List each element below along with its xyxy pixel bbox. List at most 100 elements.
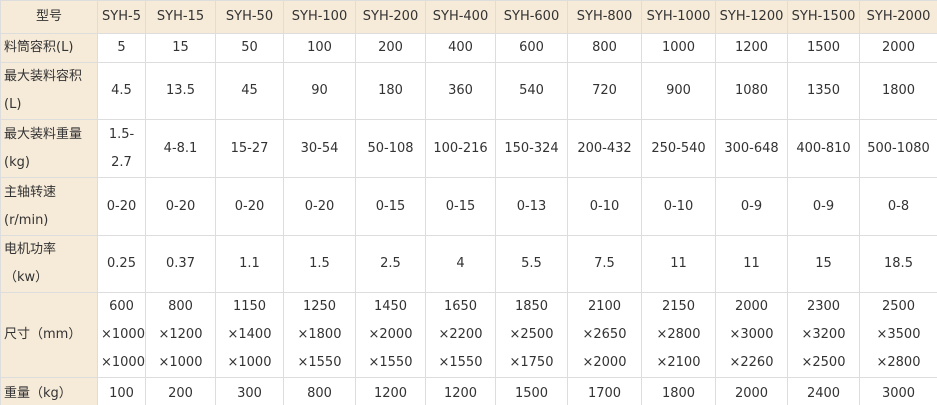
cell: 0-9 xyxy=(715,177,788,236)
cell: 1080 xyxy=(715,62,788,120)
cell: 30-54 xyxy=(283,119,356,178)
cell: 200 xyxy=(355,33,426,63)
cell: 0-15 xyxy=(425,177,496,236)
cell: 2000 xyxy=(715,377,788,405)
cell: 100-216 xyxy=(425,119,496,178)
cell: 100 xyxy=(283,33,356,63)
cell: 0-10 xyxy=(641,177,716,236)
cell: 200-432 xyxy=(567,119,642,178)
table-row: 电机功率 （kw） 0.25 0.37 1.1 1.5 2.5 4 5.5 7.5 11 11 15 1… xyxy=(0,235,937,293)
header-cell: 型号 xyxy=(0,0,98,34)
cell: 100 xyxy=(97,377,146,405)
header-cell: SYH-15 xyxy=(145,0,216,34)
cell: 0-20 xyxy=(283,177,356,236)
cell: 1700 xyxy=(567,377,642,405)
cell: 720 xyxy=(567,62,642,120)
row-label: 最大装料重量 (kg) xyxy=(0,119,98,178)
cell: 2000 xyxy=(859,33,937,63)
cell: 2100 ×2650 ×2000 xyxy=(567,292,642,378)
cell: 1000 xyxy=(641,33,716,63)
table-row: 重量（kg） 100 200 300 800 1200 1200 1500 1700 1800 20… xyxy=(0,377,937,405)
header-row: 型号 SYH-5 SYH-15 SYH-50 SYH-100 SYH-200 SYH-400… xyxy=(0,0,937,34)
table-row: 最大装料容积 (L) 4.5 13.5 45 90 180 360 540 720 900 1080… xyxy=(0,62,937,120)
cell: 45 xyxy=(215,62,284,120)
cell: 15 xyxy=(787,235,860,293)
cell: 800 xyxy=(283,377,356,405)
header-cell: SYH-1500 xyxy=(787,0,860,34)
cell: 1.1 xyxy=(215,235,284,293)
cell: 0-8 xyxy=(859,177,937,236)
cell: 0-13 xyxy=(495,177,568,236)
cell: 1500 xyxy=(787,33,860,63)
cell: 1150 ×1400 ×1000 xyxy=(215,292,284,378)
cell: 150-324 xyxy=(495,119,568,178)
cell: 50-108 xyxy=(355,119,426,178)
cell: 50 xyxy=(215,33,284,63)
cell: 90 xyxy=(283,62,356,120)
cell: 1200 xyxy=(715,33,788,63)
cell: 0-20 xyxy=(97,177,146,236)
cell: 2400 xyxy=(787,377,860,405)
row-label: 主轴转速 (r/min) xyxy=(0,177,98,236)
cell: 600 xyxy=(495,33,568,63)
cell: 1850 ×2500 ×1750 xyxy=(495,292,568,378)
cell: 5 xyxy=(97,33,146,63)
header-cell: SYH-200 xyxy=(355,0,426,34)
row-label: 尺寸（mm） xyxy=(0,292,98,378)
cell: 360 xyxy=(425,62,496,120)
cell: 15 xyxy=(145,33,216,63)
header-cell: SYH-1000 xyxy=(641,0,716,34)
cell: 250-540 xyxy=(641,119,716,178)
cell: 600 ×1000 ×1000 xyxy=(97,292,146,378)
cell: 1200 xyxy=(425,377,496,405)
cell: 1250 ×1800 ×1550 xyxy=(283,292,356,378)
cell: 2300 ×3200 ×2500 xyxy=(787,292,860,378)
cell: 5.5 xyxy=(495,235,568,293)
cell: 15-27 xyxy=(215,119,284,178)
cell: 800 ×1200 ×1000 xyxy=(145,292,216,378)
cell: 0-15 xyxy=(355,177,426,236)
cell: 2000 ×3000 ×2260 xyxy=(715,292,788,378)
cell: 2500 ×3500 ×2800 xyxy=(859,292,937,378)
cell: 1500 xyxy=(495,377,568,405)
header-cell: SYH-400 xyxy=(425,0,496,34)
cell: 0.25 xyxy=(97,235,146,293)
cell: 900 xyxy=(641,62,716,120)
cell: 400 xyxy=(425,33,496,63)
header-cell: SYH-2000 xyxy=(859,0,937,34)
cell: 11 xyxy=(715,235,788,293)
header-cell: SYH-50 xyxy=(215,0,284,34)
cell: 3000 xyxy=(859,377,937,405)
table-row: 最大装料重量 (kg) 1.5- 2.7 4-8.1 15-27 30-54 50-108… xyxy=(0,119,937,178)
cell: 1350 xyxy=(787,62,860,120)
cell: 400-810 xyxy=(787,119,860,178)
cell: 13.5 xyxy=(145,62,216,120)
table-row: 尺寸（mm） 600 ×1000 ×1000 800 ×1200 ×1000 1150… xyxy=(0,292,937,378)
cell: 4 xyxy=(425,235,496,293)
cell: 1800 xyxy=(641,377,716,405)
cell: 800 xyxy=(567,33,642,63)
table-row: 料筒容积(L) 5 15 50 100 200 400 600 800 1000 1200 1500 2… xyxy=(0,33,937,63)
cell: 1.5 xyxy=(283,235,356,293)
row-label: 重量（kg） xyxy=(0,377,98,405)
cell: 2.5 xyxy=(355,235,426,293)
cell: 0-10 xyxy=(567,177,642,236)
header-cell: SYH-5 xyxy=(97,0,146,34)
cell: 18.5 xyxy=(859,235,937,293)
row-label: 最大装料容积 (L) xyxy=(0,62,98,120)
cell: 1650 ×2200 ×1550 xyxy=(425,292,496,378)
cell: 0-9 xyxy=(787,177,860,236)
cell: 4.5 xyxy=(97,62,146,120)
cell: 300-648 xyxy=(715,119,788,178)
cell: 0-20 xyxy=(145,177,216,236)
cell: 1200 xyxy=(355,377,426,405)
cell: 11 xyxy=(641,235,716,293)
row-label: 电机功率 （kw） xyxy=(0,235,98,293)
cell: 300 xyxy=(215,377,284,405)
cell: 0-20 xyxy=(215,177,284,236)
header-cell: SYH-100 xyxy=(283,0,356,34)
cell: 540 xyxy=(495,62,568,120)
cell: 7.5 xyxy=(567,235,642,293)
